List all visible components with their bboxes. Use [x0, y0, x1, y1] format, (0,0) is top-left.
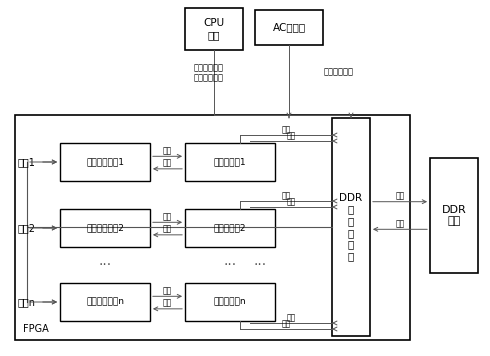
Bar	[60, 143, 150, 181]
Text: AC自动机: AC自动机	[272, 22, 306, 32]
Text: 存储块单元2: 存储块单元2	[214, 224, 246, 232]
Text: 匹配引擎单元2: 匹配引擎单元2	[86, 224, 124, 232]
Bar	[255, 10, 323, 45]
Text: 结果: 结果	[281, 191, 291, 200]
Text: DDR
控
制
器
单
元: DDR 控 制 器 单 元	[340, 193, 363, 261]
Bar	[430, 158, 478, 273]
Bar	[185, 8, 243, 50]
Bar	[185, 143, 275, 181]
Text: 存储块单元n: 存储块单元n	[214, 298, 246, 307]
Bar	[185, 209, 275, 247]
Text: 报文n: 报文n	[18, 297, 36, 307]
Text: ···: ···	[253, 258, 267, 272]
Bar	[185, 283, 275, 321]
Text: 结果: 结果	[163, 225, 172, 234]
Text: DDR
模块: DDR 模块	[441, 205, 466, 226]
Text: 报文2: 报文2	[18, 223, 36, 233]
Text: 结果: 结果	[163, 159, 172, 168]
Text: CPU
模块: CPU 模块	[203, 18, 224, 40]
Text: 匹配引擎单元1: 匹配引擎单元1	[86, 157, 124, 167]
Text: 地址: 地址	[163, 146, 172, 155]
Bar	[332, 118, 370, 336]
Text: 地址: 地址	[163, 286, 172, 295]
Text: 报文1: 报文1	[18, 157, 36, 167]
Text: 地址: 地址	[395, 192, 405, 201]
Text: 地址: 地址	[286, 197, 295, 206]
Text: ···: ···	[98, 258, 112, 272]
Text: 匹配引擎单元n: 匹配引擎单元n	[86, 298, 124, 307]
Bar	[15, 115, 410, 340]
Text: 地址: 地址	[286, 313, 295, 322]
Text: 活跃状态表、: 活跃状态表、	[194, 63, 224, 73]
Text: FPGA: FPGA	[23, 324, 49, 334]
Text: 结果: 结果	[281, 319, 291, 328]
Text: 次活跃状态表: 次活跃状态表	[324, 68, 354, 77]
Bar	[60, 209, 150, 247]
Text: ···: ···	[223, 258, 237, 272]
Text: 存储块单元1: 存储块单元1	[214, 157, 246, 167]
Text: 结果: 结果	[281, 125, 291, 134]
Text: 关键字位置表: 关键字位置表	[194, 73, 224, 83]
Text: 结果: 结果	[395, 219, 405, 228]
Text: 地址: 地址	[286, 131, 295, 140]
Text: 地址: 地址	[163, 212, 172, 221]
Text: 结果: 结果	[163, 299, 172, 308]
Bar	[60, 283, 150, 321]
